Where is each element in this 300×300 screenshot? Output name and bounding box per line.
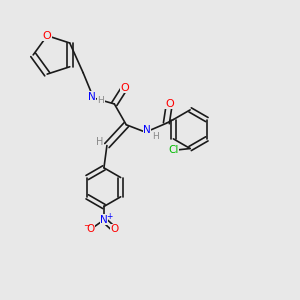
Text: H: H <box>96 137 103 147</box>
Text: O: O <box>43 31 52 41</box>
Text: H: H <box>152 132 158 141</box>
Text: +: + <box>106 212 112 221</box>
Text: H: H <box>98 97 104 106</box>
Text: N: N <box>143 125 151 135</box>
Text: O: O <box>165 99 174 109</box>
Text: O: O <box>110 224 118 234</box>
Text: Cl: Cl <box>169 145 179 155</box>
Text: N: N <box>88 92 96 101</box>
Text: −: − <box>83 221 89 230</box>
Text: O: O <box>86 224 95 234</box>
Text: O: O <box>120 82 129 93</box>
Text: N: N <box>100 215 108 225</box>
